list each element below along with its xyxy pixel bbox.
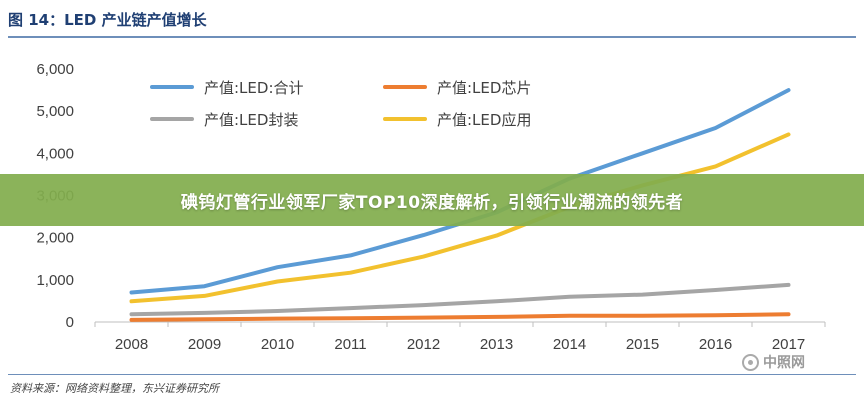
x-tick-label: 2013 (480, 336, 513, 353)
legend-label: 产值:LED应用 (437, 111, 531, 129)
x-tick-label: 2012 (407, 336, 440, 353)
x-tick-label: 2015 (626, 336, 659, 353)
y-tick-label: 2,000 (36, 230, 74, 247)
x-tick-label: 2017 (772, 336, 805, 353)
source-note: 资料来源：网络资料整理，东兴证券研究所 (10, 382, 219, 395)
watermark: 中照网 (742, 352, 805, 372)
y-tick-label: 5,000 (36, 103, 74, 120)
series-line (129, 312, 791, 322)
y-tick-label: 4,000 (36, 145, 74, 162)
x-tick-label: 2008 (115, 336, 148, 353)
x-tick-label: 2009 (188, 336, 221, 353)
title-divider (8, 36, 856, 38)
legend-label: 产值:LED封装 (204, 111, 298, 129)
x-tick-label: 2014 (553, 336, 586, 353)
camera-icon (742, 353, 759, 371)
headline-banner[interactable]: 碘钨灯管行业领军厂家TOP10深度解析，引领行业潮流的领先者 (0, 174, 864, 226)
watermark-text: 中照网 (763, 355, 805, 371)
x-tick-label: 2010 (261, 336, 294, 353)
figure-title: 图 14：LED 产业链产值增长 (8, 11, 207, 29)
series-line (129, 282, 791, 317)
legend-label: 产值:LED:合计 (204, 79, 304, 97)
y-tick-label: 0 (66, 314, 74, 331)
y-tick-label: 1,000 (36, 272, 74, 289)
legend-label: 产值:LED芯片 (437, 79, 531, 97)
x-tick-label: 2016 (699, 336, 732, 353)
bottom-divider (8, 374, 856, 375)
x-tick-label: 2011 (334, 336, 366, 353)
banner-headline: 碘钨灯管行业领军厂家TOP10深度解析，引领行业潮流的领先者 (180, 192, 684, 213)
y-tick-label: 6,000 (36, 61, 74, 78)
